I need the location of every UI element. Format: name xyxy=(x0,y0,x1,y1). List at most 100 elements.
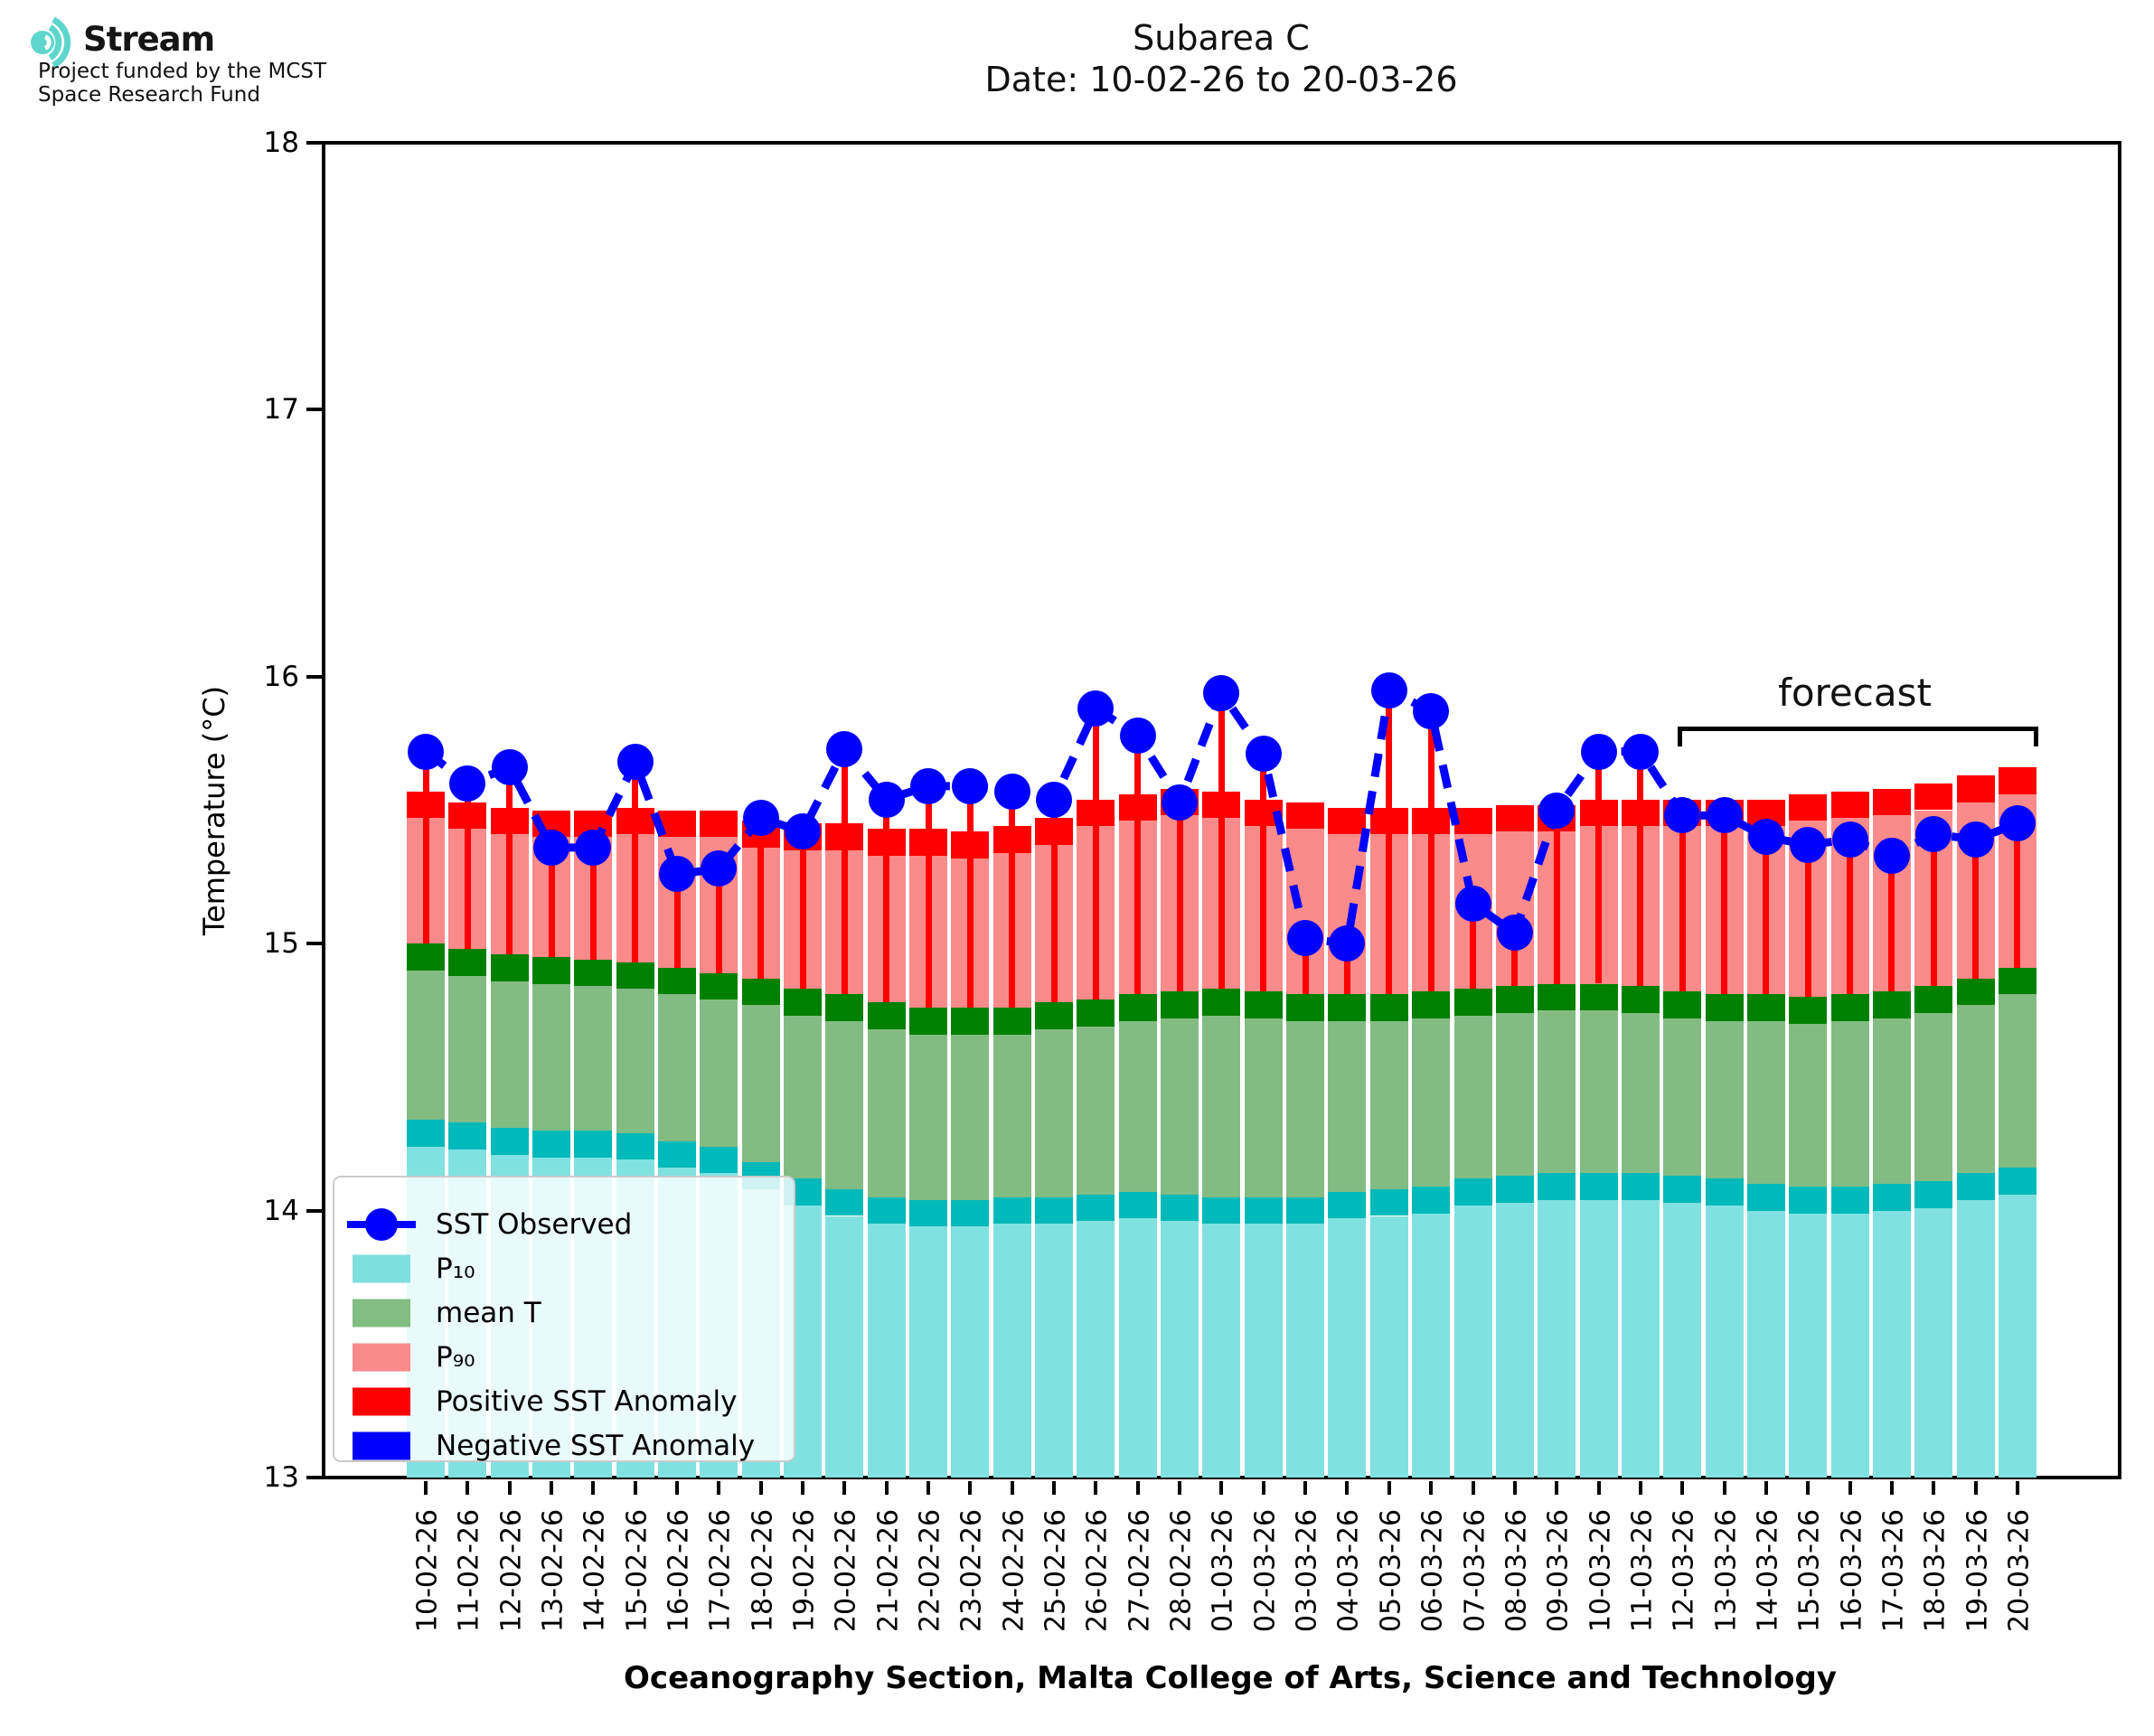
x-tick xyxy=(1596,1481,1601,1495)
x-tick-label: 10-02-26 xyxy=(411,1508,444,1633)
bar-segment-mean-cap xyxy=(909,1008,948,1035)
bar-segment-p90-cap xyxy=(658,810,697,838)
x-tick-label: 28-02-26 xyxy=(1165,1508,1198,1633)
positive-anomaly-stem xyxy=(799,831,806,990)
bar-segment-mean-cap xyxy=(490,954,529,981)
bar-segment-p10-cap xyxy=(951,1199,990,1227)
positive-anomaly-stem xyxy=(1804,844,1811,998)
sst-observed-point xyxy=(575,829,612,866)
bar-segment-p10-cap xyxy=(1579,1173,1618,1200)
bar-segment-p10-fill xyxy=(867,1224,906,1478)
x-tick-label: 04-03-26 xyxy=(1332,1508,1365,1633)
sst-observed-point xyxy=(826,730,863,767)
bar-segment-mean-fill xyxy=(1286,1020,1325,1197)
bar-segment-mean-fill xyxy=(1202,1015,1241,1197)
bar-segment-mean-fill xyxy=(1161,1018,1199,1195)
y-tick-label: 15 xyxy=(263,927,299,961)
positive-anomaly-stem xyxy=(1637,751,1644,987)
x-tick-label: 06-03-26 xyxy=(1416,1508,1449,1633)
bar-segment-p10-cap xyxy=(1663,1176,1702,1203)
bar-segment-p10-fill xyxy=(1286,1224,1325,1478)
bar-segment-mean-cap xyxy=(1830,994,1869,1021)
positive-anomaly-stem xyxy=(1343,943,1350,995)
bar-segment-mean-fill xyxy=(1412,1018,1451,1187)
positive-anomaly-stem xyxy=(1386,690,1393,995)
bar-segment-p90-cap xyxy=(1830,791,1869,819)
x-tick xyxy=(1806,1481,1811,1495)
bar-segment-mean-fill xyxy=(1663,1018,1702,1177)
y-tick xyxy=(306,674,322,679)
bar-segment-mean-cap xyxy=(951,1008,990,1035)
positive-anomaly-stem xyxy=(966,785,974,1009)
sst-observed-point xyxy=(1119,717,1156,754)
bar-segment-mean-fill xyxy=(1956,1005,1995,1174)
bar-segment-mean-cap xyxy=(1244,991,1283,1018)
sst-observed-marker-swatch xyxy=(365,1207,398,1241)
x-tick xyxy=(1722,1481,1726,1495)
bar-segment-mean-fill xyxy=(448,975,487,1123)
legend-item-positive-anomaly: Positive SST Anomaly xyxy=(334,1379,794,1423)
bar-segment-mean-cap xyxy=(616,962,654,990)
positive-anomaly-stem xyxy=(1847,839,1854,995)
bar-segment-mean-fill xyxy=(951,1034,990,1200)
bar-segment-p10-fill xyxy=(1118,1218,1157,1478)
bar-segment-mean-fill xyxy=(574,986,613,1131)
positive-anomaly-stem xyxy=(1009,791,1016,1009)
bar-segment-mean-cap xyxy=(1998,967,2036,995)
sst-observed-point xyxy=(1203,674,1240,711)
x-tick-label: 05-03-26 xyxy=(1375,1508,1407,1633)
sst-observed-point xyxy=(616,744,654,781)
bar-segment-mean-fill xyxy=(1077,1026,1115,1195)
legend-label: P₉₀ xyxy=(436,1340,475,1374)
bar-segment-p10-fill xyxy=(1914,1207,1953,1478)
sst-observed-point xyxy=(1036,781,1073,818)
p10-swatch xyxy=(353,1254,410,1282)
bar-segment-p90-cap xyxy=(1914,783,1953,811)
bar-segment-p90-cap xyxy=(1495,804,1534,832)
x-tick xyxy=(2015,1481,2019,1495)
positive-anomaly-stem xyxy=(632,762,639,962)
sst-observed-point xyxy=(910,767,947,804)
x-tick-label: 21-02-26 xyxy=(872,1508,905,1633)
bar-segment-p10-cap xyxy=(658,1140,697,1168)
sst-observed-point xyxy=(1957,821,1994,858)
bar-segment-p10-cap xyxy=(448,1122,487,1150)
bar-segment-mean-cap xyxy=(1495,986,1534,1013)
bar-segment-mean-cap xyxy=(1369,994,1408,1021)
x-tick xyxy=(801,1481,805,1495)
bar-segment-p90-cap xyxy=(1789,793,1828,821)
bar-segment-mean-cap xyxy=(1286,994,1325,1021)
bar-segment-p90-cap xyxy=(1286,802,1325,830)
x-tick-label: 22-02-26 xyxy=(914,1508,946,1633)
bar-segment-p10-cap xyxy=(867,1196,906,1225)
bar-segment-mean-cap xyxy=(407,943,445,971)
x-tick-label: 17-02-26 xyxy=(704,1508,737,1633)
positive-anomaly-swatch xyxy=(353,1387,410,1415)
sst-observed-point xyxy=(785,813,822,850)
bar-segment-p10-fill xyxy=(1872,1210,1911,1478)
x-tick xyxy=(1010,1481,1014,1495)
bar-segment-p10-cap xyxy=(1830,1187,1869,1214)
bar-segment-p10-cap xyxy=(1621,1173,1660,1200)
forecast-label: forecast xyxy=(1778,671,1932,715)
bar-segment-mean-cap xyxy=(1789,997,1828,1024)
bar-segment-p10-cap xyxy=(1956,1173,1995,1200)
bar-segment-mean-fill xyxy=(658,994,697,1141)
bar-segment-p10-cap xyxy=(1118,1191,1157,1219)
x-tick xyxy=(1261,1481,1265,1495)
y-tick-label: 14 xyxy=(263,1194,299,1227)
bar-segment-p90-cap xyxy=(1956,775,1995,802)
bar-segment-mean-fill xyxy=(1579,1010,1618,1174)
x-tick xyxy=(507,1481,512,1495)
x-tick-label: 13-03-26 xyxy=(1710,1508,1743,1633)
positive-anomaly-stem xyxy=(1050,799,1058,1003)
x-tick xyxy=(591,1481,596,1495)
bar-segment-mean-cap xyxy=(1202,989,1241,1016)
x-tick-label: 13-02-26 xyxy=(537,1508,569,1633)
bar-segment-p90-cap xyxy=(1998,767,2036,794)
x-tick-label: 19-02-26 xyxy=(788,1508,821,1633)
bar-segment-mean-cap xyxy=(1705,994,1744,1021)
x-tick-label: 11-02-26 xyxy=(453,1508,485,1633)
bar-segment-p10-cap xyxy=(1035,1196,1074,1225)
